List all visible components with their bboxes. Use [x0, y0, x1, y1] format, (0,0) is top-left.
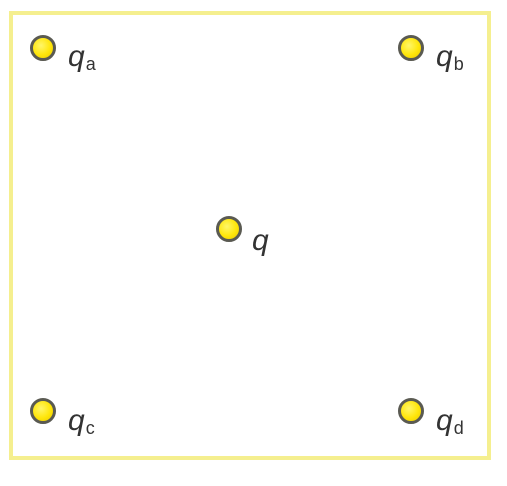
charge-a-subscript: a — [85, 54, 96, 74]
charge-center-symbol: q — [252, 224, 269, 257]
charge-d-symbol: q — [436, 404, 453, 437]
charge-a-dot — [30, 35, 56, 61]
charge-d-dot — [398, 398, 424, 424]
charge-b-subscript: b — [453, 54, 464, 74]
charge-b-symbol: q — [436, 40, 453, 73]
charge-b-label: qb — [436, 40, 464, 74]
charge-d-label: qd — [436, 404, 464, 438]
charge-c-dot — [30, 398, 56, 424]
charge-d-subscript: d — [453, 418, 464, 438]
charge-a-symbol: q — [68, 40, 85, 73]
charge-center-dot — [216, 216, 242, 242]
charge-c-label: qc — [68, 404, 95, 438]
charge-a-label: qa — [68, 40, 96, 74]
square-boundary — [9, 11, 491, 460]
charge-c-subscript: c — [85, 418, 95, 438]
charge-c-symbol: q — [68, 404, 85, 437]
charge-b-dot — [398, 35, 424, 61]
charge-center-label: q — [252, 226, 269, 256]
